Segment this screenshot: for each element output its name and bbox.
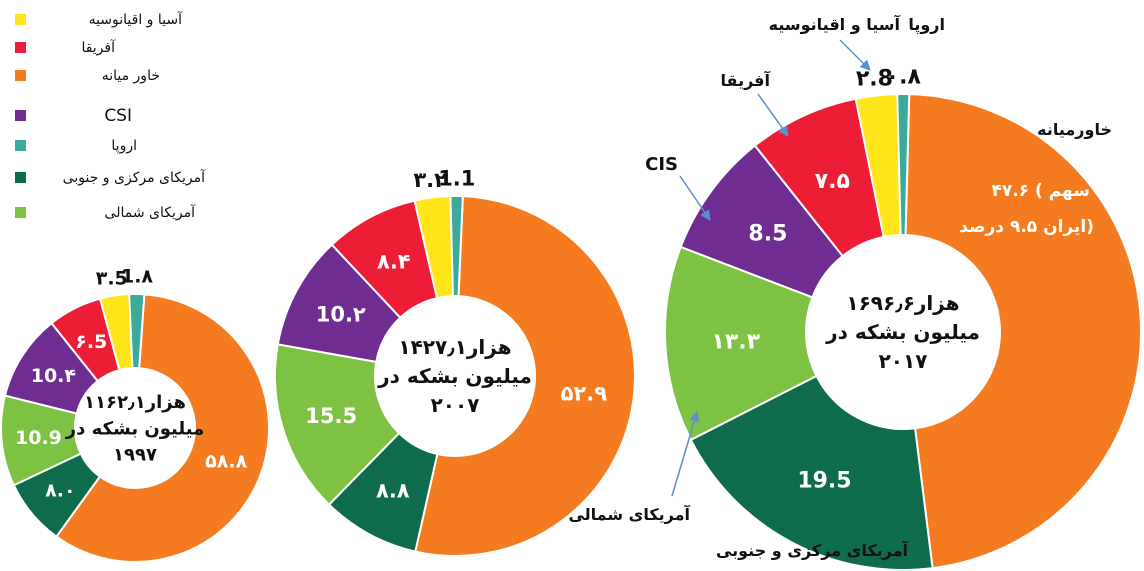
legend-swatch bbox=[15, 70, 26, 81]
legend-label: آمریکای شمالی bbox=[105, 204, 197, 221]
legend-label: آسیا و اقیانوسیه bbox=[89, 11, 184, 28]
slice-data-label: 8.5 bbox=[748, 222, 787, 247]
arrow-africa bbox=[757, 93, 789, 137]
slice-data-label: 19.5 bbox=[797, 469, 851, 494]
donut-center-text: ۱۱۶۲٫۱هزار bbox=[84, 392, 186, 413]
donut-slice bbox=[274, 343, 401, 507]
arrow-cis bbox=[679, 175, 711, 221]
donut-slice bbox=[55, 293, 270, 563]
annotations: اروپا آسیا و اقیانوسیه آفریقا CIS خاورمی… bbox=[568, 14, 1112, 560]
legend: آسیا و اقیانوسیه آفریقا خاور میانه CSI ا… bbox=[15, 11, 206, 221]
donut-slice bbox=[664, 245, 818, 442]
legend-swatch bbox=[15, 172, 26, 183]
legend-label: آمریکای مرکزی و جنوبی bbox=[63, 169, 206, 186]
slice-data-label: 1.۸ bbox=[121, 266, 153, 288]
slice-data-label: ۵۲.۹ bbox=[561, 382, 608, 406]
annotation-cis: CIS bbox=[645, 154, 678, 175]
slice-data-label: 10.۲ bbox=[316, 302, 366, 326]
legend-label: آفریقا bbox=[81, 39, 116, 56]
donut-chart-2007: ۵۲.۹ ۸.۸ 15.5 10.۲ ۸.۴ ۳.۲1.1 ۱۴۲۷٫۱هزار میلیون… bbox=[274, 166, 636, 557]
donut-center-text: ۲۰۱۷ bbox=[879, 349, 928, 373]
annotation-asia: آسیا و اقیانوسیه bbox=[769, 14, 901, 34]
donut-center-text: ۱۶۹۶٫۶هزار bbox=[846, 291, 959, 315]
legend-swatch bbox=[15, 14, 26, 25]
arrow-asia bbox=[839, 39, 871, 71]
legend-label: خاور میانه bbox=[102, 68, 160, 84]
slice-data-label: ۳.5 bbox=[96, 267, 128, 289]
annotation-middle-east: خاورمیانه bbox=[1037, 120, 1112, 139]
legend-label: اروپا bbox=[111, 138, 137, 154]
donut-center-text: میلیون بشکه در bbox=[65, 418, 204, 439]
slice-data-label: 10.9 bbox=[15, 427, 62, 449]
donut-slice bbox=[449, 195, 464, 298]
slice-data-label: 10.۴ bbox=[31, 365, 76, 387]
slice-data-label: ۶.5 bbox=[75, 331, 107, 353]
slice-data-label: 1.1 bbox=[438, 166, 475, 190]
donut-slice bbox=[128, 293, 146, 370]
donut-slice bbox=[896, 93, 911, 237]
slice-data-label: ۵۸.۸ bbox=[205, 451, 247, 473]
arrow-north-america bbox=[671, 410, 700, 497]
donut-center-text: ۱۹۹۷ bbox=[113, 444, 157, 465]
donut-slice bbox=[689, 374, 934, 571]
annotation-europe: اروپا bbox=[908, 15, 945, 35]
slice-data-label: ۳.۲ bbox=[413, 168, 447, 192]
slice-data-label: ۷.۵ bbox=[815, 169, 850, 194]
annotation-iran-share-line2: ایران ۹.۵ درصد) bbox=[959, 217, 1094, 237]
slice-data-label: ۸.۴ bbox=[377, 250, 411, 274]
slice-data-label: ۱۳.۳ bbox=[711, 329, 760, 354]
legend-swatch bbox=[15, 42, 26, 53]
donut-center-text: میلیون بشکه در bbox=[377, 364, 532, 388]
annotation-north-america: آمریکای شمالی bbox=[568, 504, 690, 524]
donut-center-text: ۲۰۰۷ bbox=[431, 393, 480, 417]
slice-data-label: ۰.۸ bbox=[886, 65, 922, 90]
donut-chart-1997: ۵۸.۸ ۸.۰ 10.9 10.۴ ۶.5 ۳.51.۸ ۱۱۶۲٫۱هزار میلیون… bbox=[0, 266, 270, 563]
annotation-central-south-america: آمریکای مرکزی و جنوبی bbox=[716, 540, 909, 560]
slice-data-label: ۸.۰ bbox=[45, 480, 75, 502]
slice-data-label: 15.5 bbox=[305, 404, 357, 428]
donut-slice bbox=[904, 93, 1142, 570]
annotation-iran-share-line1: ۴۷.۶ ( سهم bbox=[992, 181, 1090, 201]
donut-slice bbox=[414, 195, 636, 557]
donut-center-text: ۱۴۲۷٫۱هزار bbox=[398, 335, 511, 359]
donut-center-text: میلیون بشکه در bbox=[825, 320, 980, 344]
legend-swatch bbox=[15, 207, 26, 218]
legend-swatch bbox=[15, 140, 26, 151]
legend-label: CSI bbox=[104, 106, 132, 126]
annotation-africa: آفریقا bbox=[721, 70, 771, 90]
legend-swatch bbox=[15, 110, 26, 121]
slice-data-label: ۸.۸ bbox=[376, 479, 410, 503]
